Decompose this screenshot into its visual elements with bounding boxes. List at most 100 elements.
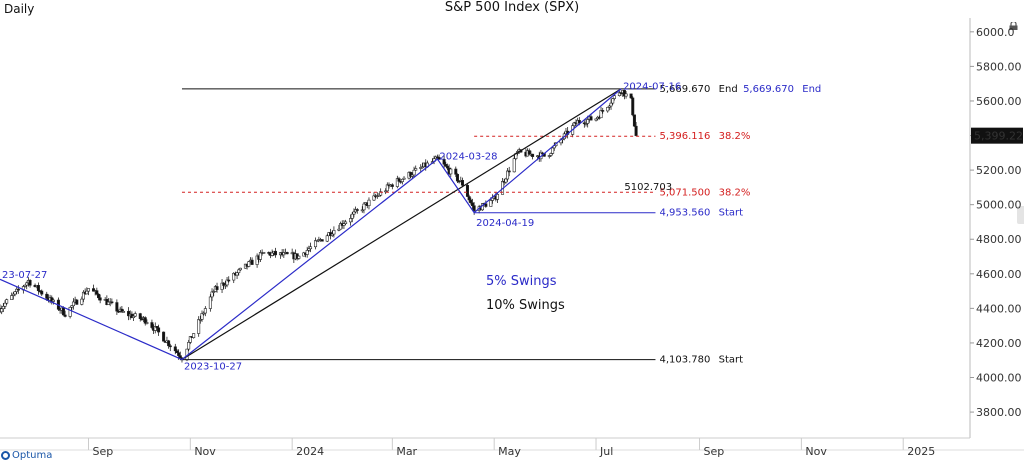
level-label: 38.2% — [719, 187, 751, 198]
level-label: Start — [719, 208, 744, 219]
y-tick-label: 4400.00 — [976, 302, 1022, 315]
chart-period: Daily — [4, 2, 35, 16]
x-tick-label: Nov — [194, 445, 216, 458]
candle-body — [589, 116, 593, 121]
candle-body — [202, 312, 206, 315]
x-tick-label: May — [498, 445, 521, 458]
candle-body — [362, 203, 366, 211]
candle-body — [606, 106, 610, 112]
candle-body — [445, 165, 449, 169]
candle-body — [631, 97, 635, 116]
candle-body — [397, 178, 401, 182]
candle-body — [150, 322, 154, 328]
candle-body — [98, 297, 102, 301]
candle-body — [258, 252, 262, 260]
candle-body — [607, 105, 611, 108]
level-label: End — [802, 84, 821, 95]
candle-body — [178, 355, 182, 359]
candle-body — [210, 291, 214, 298]
candle-body — [469, 199, 473, 204]
swing-date-label: 2024-03-28 — [439, 151, 497, 162]
candle-body — [611, 98, 615, 104]
candle-body — [235, 272, 239, 276]
chart-title: S&P 500 Index (SPX) — [444, 0, 580, 15]
candle-body — [115, 302, 119, 312]
optuma-logo: Optuma — [1, 450, 52, 461]
candle-body — [85, 290, 89, 295]
candle-body — [132, 315, 136, 318]
x-tick-label: Sep — [704, 445, 725, 458]
candle-body — [110, 301, 114, 304]
candle-body — [61, 307, 65, 316]
candle-body — [489, 200, 493, 207]
x-tick-label: Nov — [805, 445, 827, 458]
x-tick-label: Mar — [396, 445, 417, 458]
candle-body — [222, 282, 226, 286]
candle-body — [342, 223, 346, 226]
candle-body — [531, 153, 535, 157]
swing-line-10pct — [181, 88, 622, 361]
candle-body — [402, 177, 406, 180]
y-tick-label: 5000.00 — [976, 199, 1022, 212]
candle-body — [63, 314, 67, 317]
candle-body — [634, 125, 638, 136]
level-label: 5,669.670 — [659, 84, 710, 95]
candle-body — [188, 336, 192, 343]
level-label: Start — [719, 355, 744, 366]
candle-body — [449, 168, 453, 175]
candle-body — [40, 290, 44, 295]
candle-body — [162, 331, 166, 342]
candle-body — [273, 250, 277, 256]
candle-body — [122, 311, 126, 313]
y-tick-label: 3800.00 — [976, 406, 1022, 419]
candle-body — [197, 319, 201, 334]
candle-body — [138, 313, 142, 319]
candle-body — [332, 230, 336, 235]
candle-body — [51, 299, 55, 302]
candle-body — [145, 322, 149, 324]
candle-body — [225, 279, 229, 286]
candle-body — [307, 248, 311, 251]
candle-body — [238, 267, 242, 271]
level-label: 4,103.780 — [659, 355, 710, 366]
lock-icon[interactable] — [1009, 22, 1018, 30]
candle-body — [86, 288, 90, 292]
logo-mark-icon — [1, 451, 10, 460]
logo-text: Optuma — [12, 450, 53, 461]
candle-body — [444, 163, 448, 167]
y-tick-label: 5200.00 — [976, 164, 1022, 177]
candle-body — [157, 327, 161, 333]
candle-body — [45, 293, 49, 299]
side-panel-handle[interactable] — [1017, 206, 1024, 224]
candle-body — [81, 291, 85, 300]
candle-body — [262, 252, 266, 254]
swing-date-label: 2024-04-19 — [476, 218, 534, 229]
candle-body — [247, 261, 251, 267]
candle-body — [527, 150, 531, 155]
candle-body — [465, 184, 469, 197]
legend-label: 5% Swings — [486, 274, 557, 289]
candle-body — [420, 166, 424, 169]
candle-body — [10, 295, 14, 300]
candle-body — [3, 302, 7, 307]
y-tick-label: 5800.00 — [976, 60, 1022, 73]
candle-body — [68, 306, 72, 317]
candle-body — [305, 250, 309, 255]
candle-body — [133, 313, 137, 317]
candle-body — [350, 213, 354, 219]
candle-body — [155, 326, 159, 329]
y-tick-label: 4200.00 — [976, 337, 1022, 350]
candle-body — [377, 194, 381, 197]
level-label: 5,396.116 — [659, 131, 710, 142]
level-label: End — [719, 84, 738, 95]
candle-body — [282, 252, 286, 256]
candle-body — [95, 290, 99, 295]
candle-body — [624, 93, 628, 97]
x-tick-label: Sep — [92, 445, 113, 458]
candle-body — [285, 252, 289, 255]
candle-body — [11, 293, 15, 296]
candle-body — [584, 123, 588, 125]
candle-body — [325, 235, 329, 242]
level-label: 5,071.500 — [659, 187, 710, 198]
